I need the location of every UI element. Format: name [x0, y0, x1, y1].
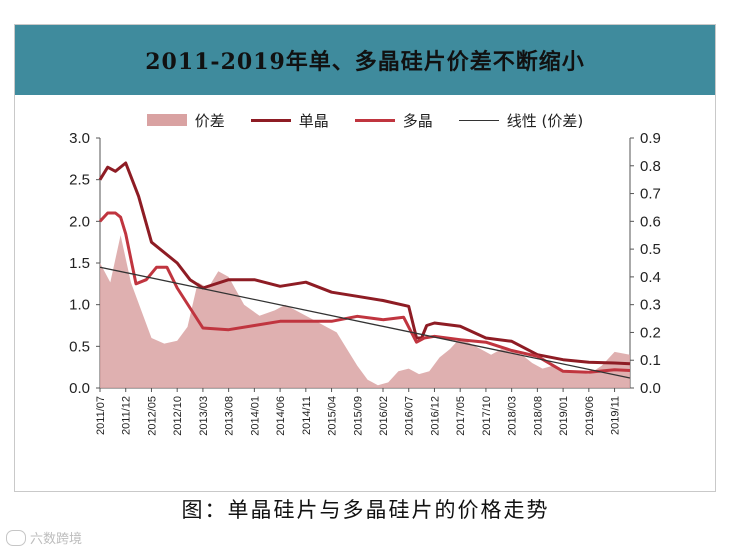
watermark: 六数跨境: [6, 528, 82, 547]
series-line: [98, 161, 631, 366]
y-left-tick-label: 0.0: [69, 380, 90, 397]
x-tick-label: 2016/12: [429, 396, 441, 436]
y-right-tick-label: 0.8: [640, 158, 661, 175]
x-tick-label: 2012/10: [172, 396, 184, 436]
legend-label: 单晶: [298, 111, 329, 130]
y-left-tick-label: 2.0: [69, 213, 90, 230]
y-left-tick-label: 2.5: [69, 172, 90, 189]
x-tick-label: 2018/03: [507, 396, 519, 436]
figure-caption: 图：单晶硅片与多晶硅片的价格走势: [181, 498, 550, 522]
x-tick-label: 2014/01: [249, 396, 261, 436]
y-right-tick-label: 0.2: [640, 324, 661, 341]
legend-swatch: [354, 118, 395, 122]
y-left-tick-label: 0.5: [69, 338, 90, 355]
series-area-price-gap: [100, 235, 630, 388]
chart-legend: 价差 单晶 多晶 线性 (价差): [15, 107, 715, 133]
x-tick-label: 2011/12: [121, 396, 133, 435]
legend-swatch: [458, 119, 499, 121]
y-left-tick-label: 1.5: [69, 255, 90, 272]
legend-item: 多晶: [354, 110, 433, 131]
x-tick-label: 2013/08: [224, 396, 236, 436]
legend-item: 价差: [146, 110, 225, 131]
x-tick-label: 2013/03: [198, 396, 210, 436]
x-tick-label: 2014/11: [301, 396, 313, 435]
x-tick-label: 2018/08: [532, 396, 544, 436]
legend-swatch: [146, 114, 187, 126]
y-right-tick-label: 0.1: [640, 352, 661, 369]
y-right-tick-label: 0.4: [640, 269, 661, 286]
legend-label: 多晶: [402, 111, 433, 130]
x-tick-label: 2012/05: [146, 396, 158, 436]
legend-item: 单晶: [250, 110, 329, 131]
x-tick-label: 2019/06: [584, 396, 596, 436]
y-right-tick-label: 0.6: [640, 213, 661, 230]
chart-title-bar: 2011-2019年单、多晶硅片价差不断缩小: [15, 25, 715, 95]
watermark-text: 六数跨境: [30, 532, 83, 547]
y-left-tick-label: 1.0: [69, 297, 90, 314]
x-tick-label: 2015/04: [327, 396, 339, 436]
x-tick-label: 2017/05: [455, 396, 467, 436]
y-right-tick-label: 0.3: [640, 297, 661, 314]
x-tick-label: 2016/07: [404, 396, 416, 436]
x-tick-label: 2017/10: [481, 396, 493, 436]
x-tick-label: 2019/11: [610, 396, 622, 435]
x-tick-label: 2015/09: [352, 396, 364, 436]
y-left-tick-label: 3.0: [69, 130, 90, 147]
y-right-tick-label: 0.9: [640, 130, 661, 147]
watermark-logo-icon: [6, 529, 26, 546]
y-right-tick-label: 0.7: [640, 186, 661, 203]
y-right-tick-label: 0.0: [640, 380, 661, 397]
y-right-tick-label: 0.5: [640, 241, 661, 258]
chart-title: 2011-2019年单、多晶硅片价差不断缩小: [145, 49, 585, 75]
x-tick-label: 2014/06: [275, 396, 287, 436]
x-tick-label: 2016/02: [378, 396, 390, 436]
x-tick-label: 2019/01: [558, 396, 570, 436]
legend-swatch: [250, 118, 291, 122]
legend-item: 线性 (价差): [458, 110, 584, 131]
series-line-trend: [99, 266, 631, 379]
legend-label: 价差: [194, 111, 225, 130]
series-line: [98, 211, 631, 374]
legend-label: 线性 (价差): [506, 111, 584, 130]
x-tick-label: 2011/07: [95, 396, 107, 435]
